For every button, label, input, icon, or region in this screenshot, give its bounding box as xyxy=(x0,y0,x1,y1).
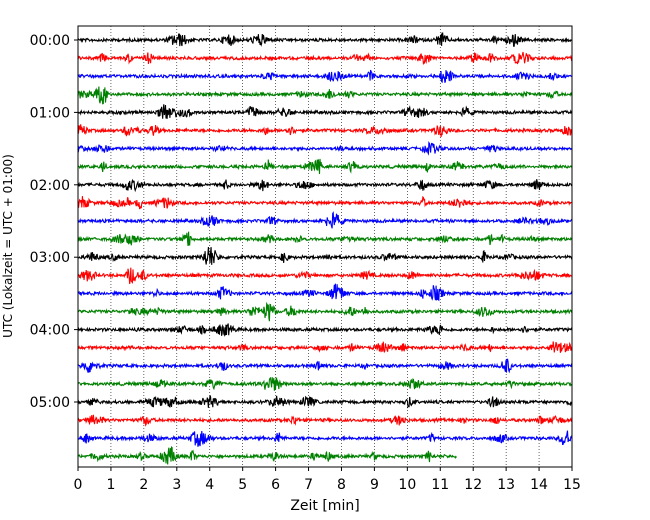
seismogram-trace-24 xyxy=(77,446,457,465)
seismogram-trace-1 xyxy=(77,32,573,47)
y-axis-label: UTC (Lokalzeit = UTC + 01:00) xyxy=(1,154,15,338)
x-tick-label: 10 xyxy=(398,477,416,493)
seismogram-trace-12 xyxy=(77,231,573,246)
y-tick-label: 04:00 xyxy=(30,323,70,339)
x-tick-label: 11 xyxy=(431,477,449,493)
x-tick-label: 12 xyxy=(464,477,482,493)
seismogram-trace-17 xyxy=(77,323,573,338)
x-tick-label: 6 xyxy=(271,477,280,493)
seismogram-trace-6 xyxy=(77,124,573,138)
seismogram-trace-22 xyxy=(77,414,573,427)
seismogram-trace-13 xyxy=(77,246,573,265)
seismogram-trace-9 xyxy=(77,178,573,193)
seismogram-traces xyxy=(77,32,573,465)
y-tick-label: 05:00 xyxy=(30,395,70,411)
seismogram-trace-14 xyxy=(77,267,573,285)
y-tick-label: 03:00 xyxy=(30,250,70,266)
x-axis: 0 1 2 3 4 5 6 7 8 9 10 11 12 13 14 15 xyxy=(74,467,581,493)
x-tick-label: 5 xyxy=(238,477,247,493)
seismogram-trace-16 xyxy=(77,301,573,322)
x-tick-label: 4 xyxy=(205,477,214,493)
seismogram-trace-3 xyxy=(77,69,573,84)
seismogram-trace-23 xyxy=(77,430,573,447)
seismogram-trace-5 xyxy=(77,104,573,119)
seismogram-trace-21 xyxy=(77,395,573,409)
y-axis: 00:00 01:00 02:00 03:00 04:00 05:00 xyxy=(30,33,78,411)
seismogram-trace-7 xyxy=(77,140,573,156)
x-tick-label: 13 xyxy=(497,477,515,493)
seismogram-trace-8 xyxy=(77,158,573,175)
x-tick-label: 14 xyxy=(530,477,548,493)
x-tick-label: 15 xyxy=(563,477,581,493)
x-tick-label: 7 xyxy=(304,477,313,493)
seismogram-trace-19 xyxy=(77,358,573,374)
plot-frame xyxy=(77,25,573,468)
y-tick-label: 01:00 xyxy=(30,105,70,121)
x-tick-label: 0 xyxy=(74,477,83,493)
x-tick-label: 8 xyxy=(337,477,346,493)
y-tick-label: 00:00 xyxy=(30,33,70,49)
y-tick-label: 02:00 xyxy=(30,178,70,194)
seismogram-trace-20 xyxy=(77,376,573,391)
seismogram-trace-4 xyxy=(77,86,573,105)
seismogram-trace-10 xyxy=(77,195,573,210)
seismogram-trace-18 xyxy=(77,341,573,353)
seismogram-trace-2 xyxy=(77,51,573,66)
x-tick-label: 2 xyxy=(139,477,148,493)
x-tick-label: 9 xyxy=(370,477,379,493)
seismogram-trace-11 xyxy=(77,211,573,229)
x-tick-label: 1 xyxy=(106,477,115,493)
x-axis-label: Zeit [min] xyxy=(290,498,359,514)
x-tick-label: 3 xyxy=(172,477,181,493)
seismogram-trace-15 xyxy=(77,283,573,302)
